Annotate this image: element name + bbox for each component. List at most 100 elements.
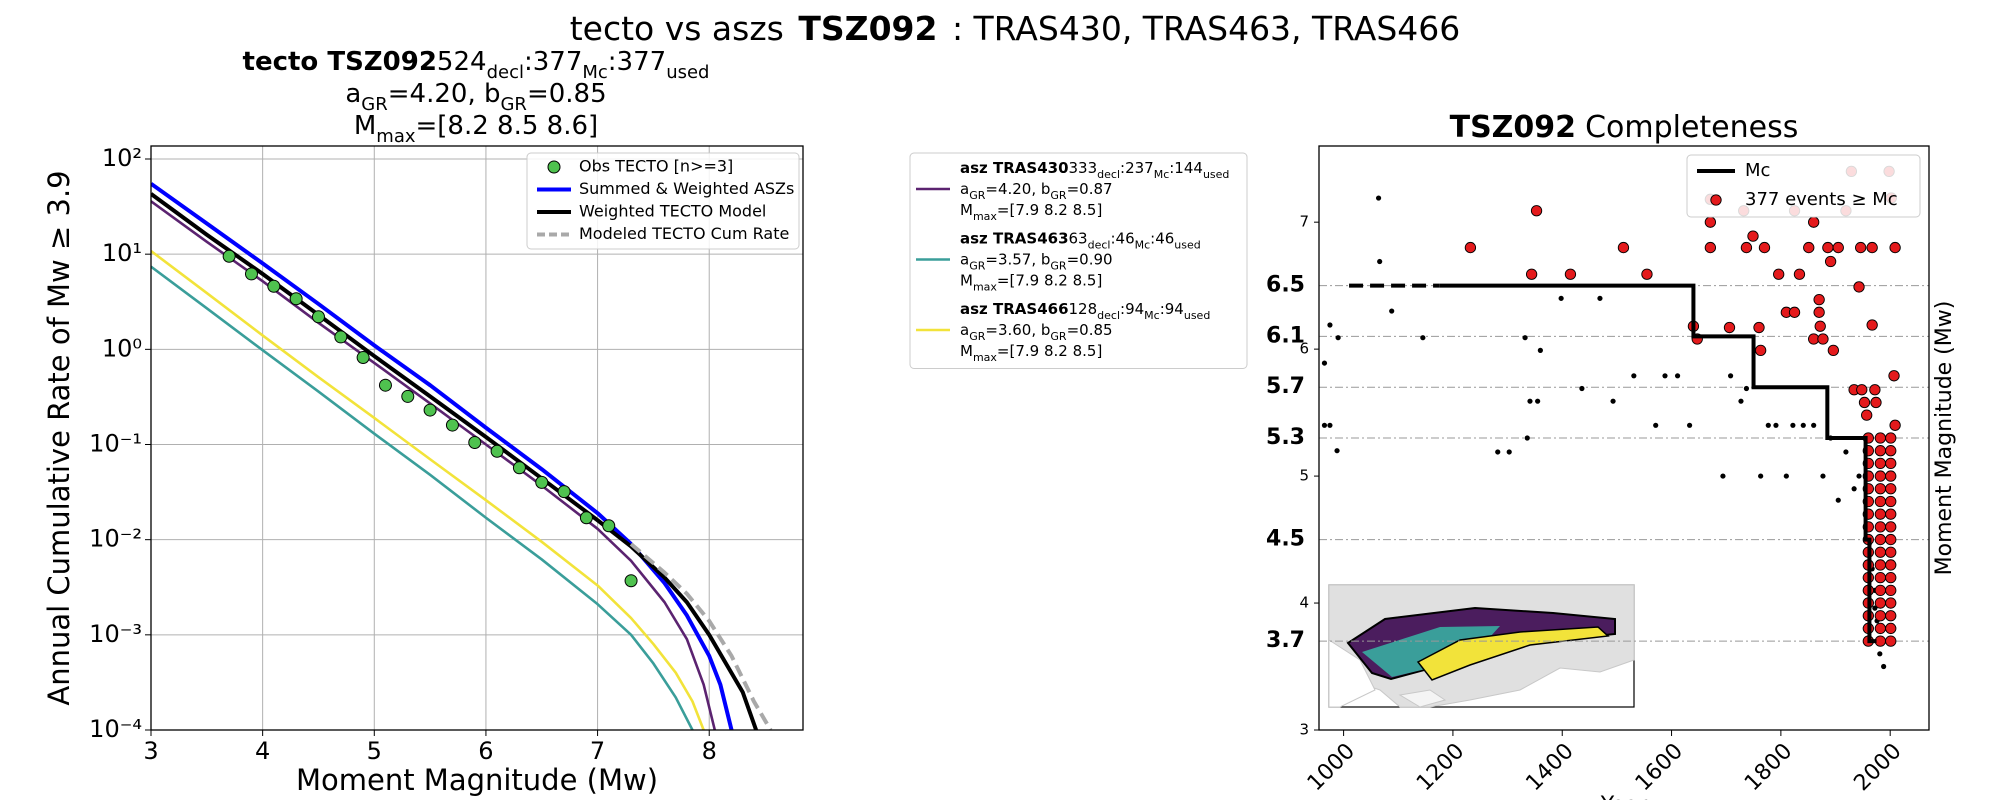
text-part: a [345,79,361,109]
event-above-mc [1874,483,1887,495]
text-part: a [960,180,969,198]
y-tick-label: 10⁻⁴ [89,715,142,743]
mc-tick-label: 5.7 [1266,374,1305,399]
data-point [289,292,303,306]
text-part: =3.60, b [985,321,1050,339]
event-below-mc [1720,473,1726,479]
subtitle: Mmax=[8.2 8.5 8.6] [354,111,598,147]
event-above-mc [1870,396,1882,409]
legend-box [1686,154,1921,218]
text-part: :237 [1120,159,1154,177]
text-part: :46 [1110,229,1134,247]
legend-label: Mmax=[7.9 8.2 8.5] [960,201,1102,223]
event-above-mc [1874,559,1887,571]
event-above-mc [1464,241,1477,254]
event-above-mc [1885,533,1897,546]
text-part: GR [1050,330,1067,343]
data-point [356,351,370,365]
data-point [423,403,437,417]
plot-area [151,182,773,730]
event-below-mc [1524,435,1530,441]
text-part: used [1184,309,1210,322]
y-axis-label: Annual Cumulative Rate of Mw ≥ 3.9 [42,170,76,705]
text-part: max [973,351,997,364]
text-part: =0.85 [527,79,607,109]
event-below-mc [1881,663,1887,670]
event-above-mc [1773,268,1785,280]
event-above-mc [1889,241,1901,254]
event-below-mc [1334,448,1340,454]
event-below-mc [1674,373,1681,379]
title-part: : TRAS430, TRAS463, TRAS466 [952,9,1460,48]
event-above-mc [1704,216,1717,228]
event-above-mc [1813,293,1825,306]
event-above-mc [1861,409,1873,421]
legend-label: aGR=4.20, bGR=0.87 [960,180,1113,202]
title-part: TSZ092 [1450,110,1576,145]
text-part: =0.87 [1067,180,1113,198]
event-above-mc [1704,241,1717,254]
step-line [1439,283,1877,644]
event-above-mc [1885,432,1897,444]
mc-tick-label: 4.5 [1266,527,1305,552]
legend-label: Summed & Weighted ASZs [579,179,794,198]
text-part: =[8.2 8.5 8.6] [416,111,599,141]
legend-label: Mmax=[7.9 8.2 8.5] [960,342,1102,364]
event-above-mc [1874,432,1887,444]
text-part: =4.20, b [985,180,1050,198]
y-tick-label: 4 [1299,594,1309,612]
subtitle: tecto TSZ092524decl:377Mc:377used [243,47,710,83]
event-above-mc [1885,635,1897,647]
event-below-mc [1790,422,1796,428]
event-above-mc [1740,241,1753,254]
event-below-mc [1537,347,1543,353]
event-below-mc [1327,322,1333,328]
legend-box [526,152,800,250]
event-below-mc [1321,360,1328,366]
event-above-mc [1874,622,1887,635]
event-below-mc [1377,258,1383,265]
text-part: Mc [1144,309,1160,322]
legend-marker [1710,194,1722,206]
event-below-mc [1783,473,1789,479]
event-above-mc [1813,306,1825,318]
text-part: Mc [582,62,607,83]
event-above-mc [1874,546,1887,558]
text-part: decl [487,62,524,83]
text-part: =3.57, b [985,250,1050,268]
data-point [334,330,348,344]
event-below-mc [1811,422,1817,428]
mc-tick-label: 5.3 [1266,425,1305,450]
text-part: M [960,342,973,360]
event-above-mc [1885,610,1897,622]
x-tick-label: 4 [255,737,270,765]
event-above-mc [1885,559,1897,571]
text-part: 524 [437,47,487,77]
event-above-mc [1885,597,1897,609]
event-below-mc [1686,422,1693,428]
event-above-mc [1885,457,1897,470]
event-above-mc [1853,281,1865,293]
event-above-mc [1564,268,1577,280]
text-part: max [973,280,997,293]
text-part: decl [1088,238,1111,251]
event-above-mc [1753,321,1765,334]
y-tick-label: 6 [1299,340,1309,358]
event-above-mc [1530,205,1543,217]
event-below-mc [1856,473,1862,479]
event-above-mc [1874,584,1887,596]
event-below-mc [1765,422,1771,428]
legend-label: asz TRAS466128decl:94Mc:94used [960,300,1210,322]
event-below-mc [1877,651,1883,657]
event-above-mc [1817,333,1829,345]
data-point [579,511,593,525]
event-above-mc [1525,268,1538,280]
event-below-mc [1653,422,1659,428]
data-point [468,435,482,449]
y-tick-label: 10⁻² [89,525,142,553]
event-above-mc [1874,508,1887,520]
event-above-mc [1866,319,1878,331]
event-above-mc [1874,470,1887,482]
event-below-mc [1522,335,1528,341]
text-part: 128 [1069,300,1098,318]
